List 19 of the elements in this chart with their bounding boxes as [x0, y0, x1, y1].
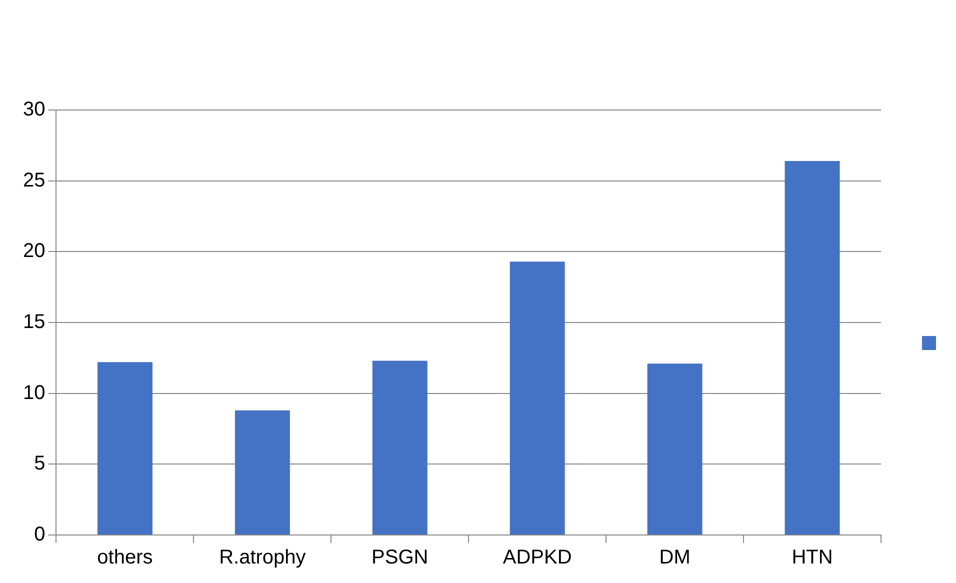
bar	[647, 364, 702, 534]
y-tick-label: 15	[22, 311, 46, 334]
x-tick-label: HTN	[792, 546, 833, 569]
bar	[784, 161, 840, 534]
x-tick-label: DM	[659, 546, 690, 569]
bar	[234, 410, 290, 534]
bar	[97, 362, 152, 534]
y-tick-label: 0	[34, 524, 46, 546]
y-tick-label: 10	[22, 382, 46, 404]
y-tick-label: 5	[34, 452, 46, 475]
bar	[510, 262, 565, 534]
y-tick-label: 30	[22, 98, 46, 121]
bar	[372, 360, 428, 534]
x-tick-label: PSGN	[372, 546, 428, 569]
y-tick-label: 25	[22, 169, 46, 192]
y-tick-label: 20	[22, 240, 46, 262]
x-tick-label: ADPKD	[502, 546, 572, 569]
x-tick-label: R.atrophy	[219, 546, 306, 569]
x-tick-label: others	[97, 546, 153, 569]
